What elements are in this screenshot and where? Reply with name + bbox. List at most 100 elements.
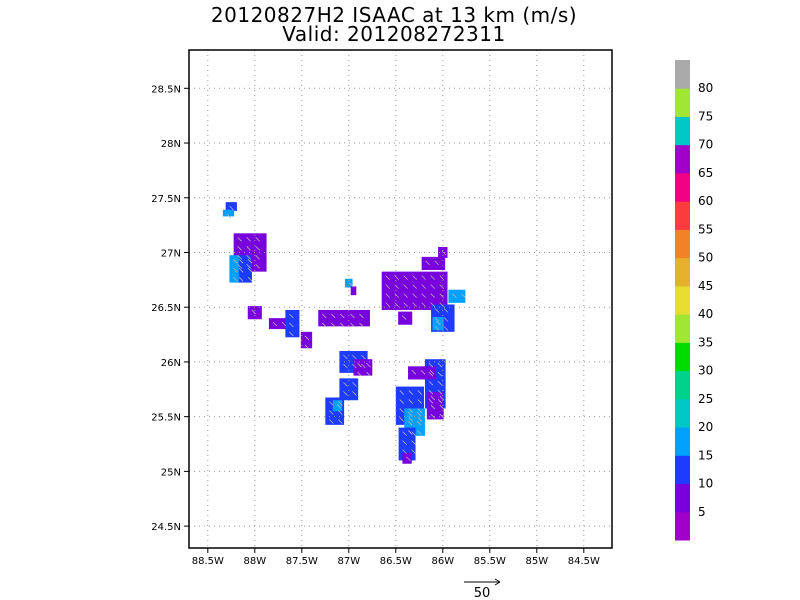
wind-vector bbox=[385, 275, 390, 280]
colorbar-segment bbox=[675, 229, 690, 259]
colorbar-label: 30 bbox=[698, 364, 713, 378]
colorbar-label: 80 bbox=[698, 81, 713, 95]
wind-vector bbox=[439, 404, 445, 410]
reference-vector-label: 50 bbox=[474, 586, 491, 600]
wind-cell bbox=[346, 309, 370, 327]
wind-vector bbox=[437, 371, 443, 377]
frame-rect bbox=[188, 49, 613, 549]
wind-vector bbox=[255, 246, 260, 251]
wind-vector bbox=[304, 344, 310, 350]
wind-vector bbox=[329, 401, 334, 406]
wind-cell bbox=[448, 289, 466, 303]
wind-vector bbox=[247, 267, 253, 273]
wind-vector bbox=[437, 380, 443, 386]
wind-vector bbox=[403, 293, 408, 298]
wind-vector bbox=[399, 390, 405, 395]
wind-cell bbox=[300, 331, 313, 349]
colorbar-label: 55 bbox=[698, 222, 713, 236]
wind-vector bbox=[251, 309, 257, 315]
wind-vector bbox=[430, 284, 435, 289]
wind-vector bbox=[461, 293, 466, 298]
wind-vector bbox=[321, 313, 327, 319]
wind-cell bbox=[345, 278, 353, 288]
wind-vector bbox=[238, 276, 244, 282]
wind-vector bbox=[408, 408, 414, 413]
wind-vector bbox=[421, 284, 426, 289]
wind-vector bbox=[407, 421, 413, 426]
wind-vector bbox=[408, 399, 414, 404]
wind-cell bbox=[438, 247, 448, 258]
wind-vector bbox=[339, 322, 345, 328]
y-tick-label: 28.5N bbox=[151, 84, 181, 95]
y-tick-label: 25N bbox=[161, 467, 181, 478]
wind-vector bbox=[246, 255, 251, 260]
colorbar-label: 45 bbox=[698, 279, 713, 293]
wind-vector bbox=[428, 362, 434, 368]
wind-vector bbox=[417, 417, 423, 422]
wind-vector bbox=[439, 395, 445, 401]
wind-vector bbox=[434, 308, 440, 313]
colorbar-segment bbox=[675, 314, 690, 343]
wind-cell bbox=[432, 317, 444, 331]
x-tick-label: 88W bbox=[243, 556, 266, 567]
wind-vector bbox=[304, 335, 310, 341]
wind-vector bbox=[439, 275, 444, 280]
x-axis: 88.5W 88W 87.5W 87W 86.5W 86W 85.5W 85W 84.5W bbox=[192, 548, 600, 567]
x-tick-label: 88.5W bbox=[192, 556, 224, 567]
y-tick-label: 25.5N bbox=[151, 413, 181, 424]
chart-title: 20120827H2 ISAAC at 13 km (m/s) bbox=[210, 3, 578, 27]
wind-vector bbox=[434, 317, 440, 322]
wind-vector bbox=[443, 317, 449, 322]
wind-vector bbox=[434, 260, 439, 266]
colorbar-segment bbox=[675, 285, 690, 315]
wind-vector bbox=[330, 322, 336, 328]
wind-vector bbox=[411, 440, 416, 445]
wind-vector bbox=[366, 362, 371, 368]
wind-vector bbox=[441, 250, 447, 256]
wind-cell bbox=[318, 309, 352, 327]
colorbar-label: 40 bbox=[698, 307, 713, 321]
colorbar-segment bbox=[675, 511, 690, 541]
wind-vector bbox=[357, 362, 362, 368]
wind-vector bbox=[394, 293, 399, 298]
wind-vector bbox=[430, 302, 435, 307]
colorbar-label: 65 bbox=[698, 166, 713, 180]
wind-vector bbox=[417, 408, 423, 413]
colorbar-label: 10 bbox=[698, 477, 713, 491]
wind-vector bbox=[428, 389, 434, 395]
wind-cell bbox=[332, 400, 343, 412]
wind-cell bbox=[408, 366, 437, 380]
colorbar-label: 60 bbox=[698, 194, 713, 208]
wind-vector bbox=[439, 413, 445, 419]
wind-vector bbox=[430, 404, 436, 410]
wind-vector bbox=[416, 421, 422, 426]
wind-vector bbox=[428, 380, 434, 386]
wind-cell bbox=[285, 309, 300, 338]
wind-vector bbox=[343, 363, 348, 369]
y-tick-label: 24.5N bbox=[151, 522, 181, 533]
wind-vector bbox=[237, 264, 242, 269]
wind-vector bbox=[403, 275, 408, 280]
wind-vector bbox=[437, 362, 443, 368]
wind-vector bbox=[321, 322, 327, 328]
colorbar-segment bbox=[675, 370, 690, 400]
colorbar: 5 10 15 20 25 30 35 40 45 50 55 60 65 70 75 80 bbox=[675, 60, 713, 541]
wind-vector bbox=[436, 320, 441, 326]
wind-vector bbox=[247, 258, 253, 264]
colorbar-segment bbox=[675, 144, 690, 174]
y-tick-label: 26N bbox=[161, 358, 181, 369]
colorbar-segment bbox=[675, 398, 690, 428]
wind-vector bbox=[452, 293, 457, 298]
wind-vector bbox=[437, 389, 443, 395]
chart-subtitle: Valid: 201208272311 bbox=[282, 22, 506, 46]
wind-vector bbox=[407, 412, 413, 417]
wind-vector bbox=[338, 419, 343, 424]
wind-vector bbox=[417, 390, 423, 395]
wind-vector bbox=[402, 440, 407, 445]
wind-vector bbox=[421, 275, 426, 280]
y-tick-label: 28N bbox=[161, 139, 181, 150]
grid bbox=[189, 50, 612, 548]
wind-vector bbox=[255, 264, 260, 269]
wind-vector bbox=[394, 302, 399, 307]
